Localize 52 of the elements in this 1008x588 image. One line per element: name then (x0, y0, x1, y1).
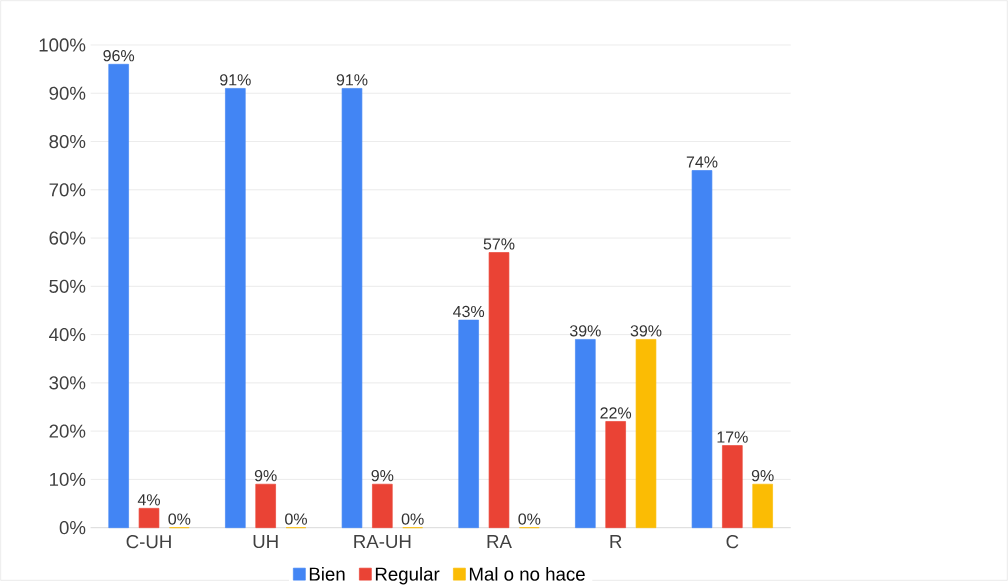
bar (605, 421, 626, 529)
data-label: 0% (285, 513, 307, 525)
y-tick-label: 10% (50, 472, 86, 487)
y-tick-label: 0% (59, 521, 86, 535)
bar (255, 483, 276, 529)
x-tick-label: UH (253, 535, 278, 549)
data-label: 43% (453, 305, 485, 318)
y-tick-label: 60% (49, 231, 86, 245)
y-tick-label: 90% (49, 86, 86, 100)
legend-label: Mal o no hace (469, 567, 585, 581)
data-label: 17% (717, 431, 748, 443)
data-label: 22% (600, 407, 632, 419)
bar (488, 252, 510, 529)
x-tick-label: RA (487, 535, 512, 548)
bar (138, 508, 160, 529)
data-label: 9% (751, 470, 774, 482)
legend-label: Bien (309, 567, 345, 581)
data-label: 0% (168, 513, 191, 525)
bar (372, 483, 393, 529)
legend-label: Regular (375, 567, 440, 585)
y-tick-label: 30% (49, 376, 86, 390)
y-tick-label: 40% (49, 328, 86, 342)
data-label: 74% (686, 156, 718, 168)
bar (635, 339, 657, 529)
y-tick-label: 20% (49, 424, 86, 438)
bar (458, 319, 479, 529)
x-tick-label: R (610, 535, 622, 548)
data-label: 4% (137, 494, 160, 506)
data-label: 91% (220, 74, 251, 86)
bar (341, 88, 363, 529)
bar (575, 339, 596, 529)
data-label: 39% (569, 325, 601, 337)
bar (691, 170, 713, 529)
x-tick-label: C (726, 535, 739, 549)
bar (752, 483, 773, 529)
data-label: 57% (483, 238, 515, 250)
x-tick-label: RA-UH (354, 535, 411, 549)
x-tick-label: C-UH (126, 535, 171, 549)
bar (225, 88, 246, 529)
data-label: 0% (401, 513, 424, 525)
y-tick-label: 80% (49, 134, 86, 149)
bar (722, 445, 743, 529)
bar (108, 64, 129, 529)
y-tick-label: 50% (49, 279, 86, 293)
data-label: 39% (630, 325, 662, 337)
data-label: 9% (254, 470, 277, 482)
y-tick-label: 70% (49, 183, 86, 197)
data-label: 0% (518, 513, 541, 525)
data-label: 9% (371, 470, 394, 482)
data-label: 96% (103, 50, 135, 62)
data-label: 91% (336, 74, 368, 86)
y-tick-label: 100% (39, 38, 86, 52)
